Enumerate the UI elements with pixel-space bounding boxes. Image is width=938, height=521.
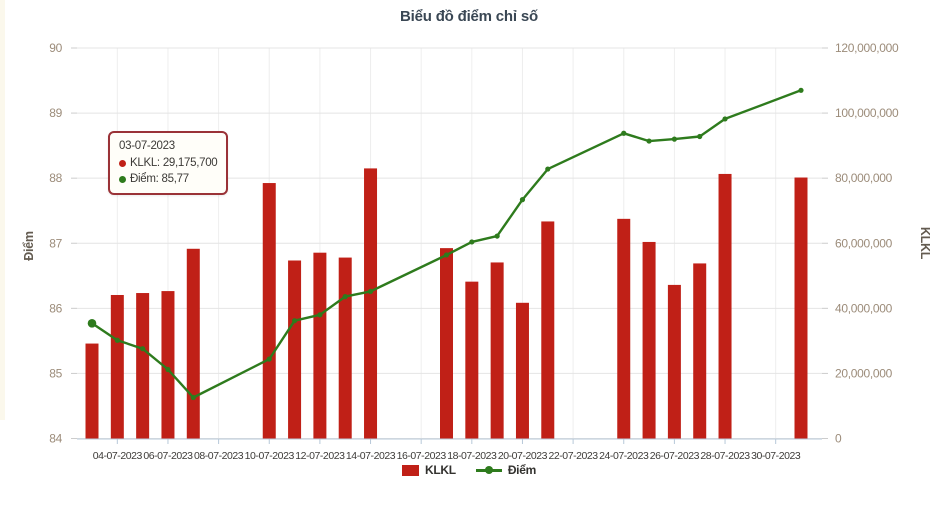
klkl-bar[interactable]	[515, 302, 529, 439]
x-tick-label: 10-07-2023	[245, 450, 295, 462]
klkl-bar[interactable]	[465, 281, 479, 439]
diem-point[interactable]	[722, 116, 728, 122]
klkl-bar[interactable]	[161, 291, 175, 439]
klkl-bar[interactable]	[541, 221, 555, 439]
left-tick-label: 87	[49, 236, 62, 250]
left-tick-label: 89	[49, 106, 62, 120]
x-tick-label: 12-07-2023	[295, 450, 345, 462]
legend-klkl-label: KLKL	[425, 463, 456, 477]
right-tick-label: 0	[835, 432, 842, 446]
diem-point-hovered[interactable]	[87, 319, 97, 328]
diem-point[interactable]	[266, 356, 272, 362]
right-axis-title: KLKL	[918, 227, 932, 260]
diem-point[interactable]	[443, 252, 450, 258]
tooltip-diem-label: Điểm:	[130, 173, 159, 185]
left-tick-label: 85	[49, 366, 62, 380]
klkl-bullet-icon	[119, 159, 126, 167]
klkl-bar[interactable]	[642, 241, 656, 439]
klkl-bar[interactable]	[288, 260, 302, 439]
klkl-bar-series	[85, 168, 808, 439]
klkl-bar[interactable]	[262, 183, 276, 439]
klkl-bar[interactable]	[617, 218, 631, 439]
diem-point[interactable]	[190, 394, 196, 401]
x-tick-label: 16-07-2023	[397, 450, 447, 462]
left-tick-label: 84	[49, 432, 62, 446]
klkl-bar[interactable]	[338, 257, 352, 439]
tooltip: 03-07-2023 KLKL: 29,175,700 Điểm: 85,77	[108, 131, 229, 195]
diem-bullet-icon	[119, 175, 126, 183]
klkl-bar[interactable]	[490, 262, 504, 439]
tooltip-klkl-label: KLKL:	[130, 157, 160, 169]
diem-point[interactable]	[545, 166, 551, 172]
x-tick-label: 08-07-2023	[194, 450, 244, 462]
axis-tick-labels: 04-07-2023 06-07-2023 08-07-2023 10-07-2023…	[49, 41, 899, 462]
klkl-bar[interactable]	[85, 343, 99, 439]
right-tick-label: 20,000,000	[835, 366, 893, 380]
klkl-bar[interactable]	[313, 252, 327, 439]
klkl-bar[interactable]	[794, 177, 808, 439]
diem-point[interactable]	[646, 138, 652, 144]
diem-marker-icon	[484, 466, 493, 474]
tooltip-klkl-value: 29,175,700	[162, 157, 218, 169]
klkl-bar[interactable]	[718, 173, 732, 439]
diem-point[interactable]	[367, 288, 374, 295]
x-tick-label: 14-07-2023	[346, 450, 396, 462]
legend-item-diem[interactable]: Điểm	[475, 463, 536, 477]
klkl-bar[interactable]	[110, 294, 124, 439]
left-tick-label: 88	[49, 171, 62, 185]
left-tick-label: 86	[49, 301, 62, 315]
right-tick-label: 60,000,000	[835, 236, 893, 250]
diem-point[interactable]	[317, 312, 323, 318]
klkl-bar[interactable]	[667, 284, 681, 439]
chart-title: Biểu đồ điểm chỉ số	[400, 8, 538, 25]
diem-line-series	[87, 87, 804, 401]
x-tick-label: 28-07-2023	[700, 450, 750, 462]
x-tick-label: 22-07-2023	[548, 450, 598, 462]
axis-tick-marks	[71, 47, 828, 444]
klkl-bar[interactable]	[136, 293, 150, 439]
legend: KLKL Điểm	[0, 460, 938, 480]
tooltip-diem-value: 85,77	[161, 173, 190, 185]
left-axis-title: Điểm	[22, 231, 36, 261]
x-tick-label: 06-07-2023	[143, 450, 193, 462]
diem-point[interactable]	[291, 318, 298, 324]
x-tick-label: 18-07-2023	[447, 450, 497, 462]
diem-point[interactable]	[165, 366, 171, 373]
klkl-bar[interactable]	[364, 168, 378, 439]
diem-point[interactable]	[621, 130, 627, 136]
diem-point[interactable]	[519, 197, 526, 203]
x-tick-label: 24-07-2023	[599, 450, 649, 462]
tooltip-date: 03-07-2023	[119, 140, 175, 152]
page-edge-strip	[0, 0, 5, 420]
klkl-bar[interactable]	[186, 248, 200, 439]
legend-diem-label: Điểm	[507, 463, 536, 477]
x-tick-label: 04-07-2023	[93, 450, 143, 462]
diem-point[interactable]	[697, 133, 703, 140]
klkl-swatch-icon	[402, 464, 420, 476]
tooltip-klkl-row: KLKL: 29,175,700	[119, 155, 218, 171]
right-tick-label: 80,000,000	[835, 171, 893, 185]
right-tick-label: 120,000,000	[835, 41, 899, 55]
right-tick-label: 40,000,000	[835, 301, 893, 315]
diem-point[interactable]	[671, 136, 677, 142]
tooltip-diem-row: Điểm: 85,77	[119, 171, 217, 187]
x-tick-label: 26-07-2023	[650, 450, 700, 462]
diem-point[interactable]	[114, 337, 120, 343]
klkl-bar[interactable]	[693, 263, 707, 439]
diem-point[interactable]	[469, 239, 475, 245]
diem-point[interactable]	[342, 294, 348, 300]
right-tick-label: 100,000,000	[835, 106, 899, 120]
diem-point[interactable]	[140, 346, 146, 352]
diem-point[interactable]	[798, 87, 804, 93]
legend-item-klkl[interactable]: KLKL	[402, 463, 456, 477]
x-tick-label: 30-07-2023	[751, 450, 801, 462]
klkl-bar[interactable]	[440, 248, 453, 439]
left-tick-label: 90	[49, 41, 62, 55]
x-tick-label: 20-07-2023	[498, 450, 548, 462]
diem-line-swatch-icon	[475, 466, 502, 474]
diem-point[interactable]	[494, 233, 500, 239]
